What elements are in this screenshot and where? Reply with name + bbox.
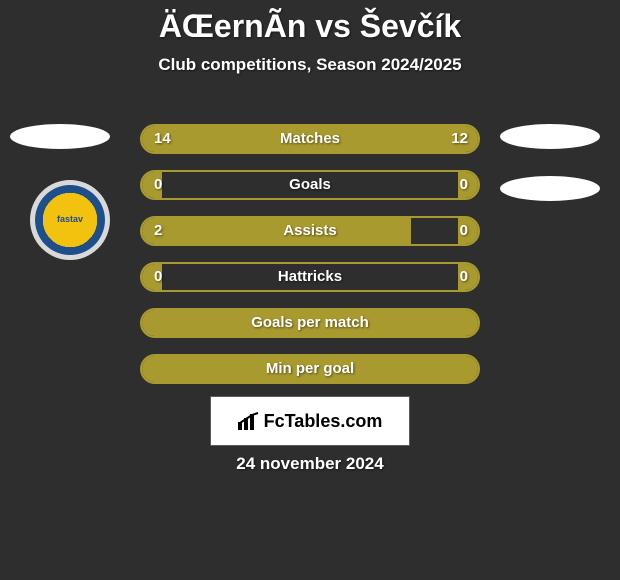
stat-row: 00Goals	[140, 170, 480, 200]
stat-label: Goals	[142, 172, 478, 198]
fctables-text: FcTables.com	[264, 411, 383, 432]
page-title: ÄŒernÃ­n vs Ševčík	[0, 0, 620, 45]
stat-label: Hattricks	[142, 264, 478, 290]
page-subtitle: Club competitions, Season 2024/2025	[0, 55, 620, 75]
stats-container: 1412Matches 00Goals 20Assists 00Hattricks Go…	[140, 124, 480, 400]
chart-icon	[238, 412, 260, 430]
stat-label: Min per goal	[142, 356, 478, 382]
stat-row: 00Hattricks	[140, 262, 480, 292]
stat-row: Goals per match	[140, 308, 480, 338]
stat-row: 1412Matches	[140, 124, 480, 154]
date-label: 24 november 2024	[0, 454, 620, 474]
stat-row: Min per goal	[140, 354, 480, 384]
club-left-badge: fastav	[30, 180, 110, 260]
club-right-badge	[500, 176, 600, 201]
stat-label: Assists	[142, 218, 478, 244]
player-right-label	[500, 124, 600, 149]
club-left-badge-inner: fastav	[35, 185, 105, 255]
player-left-label	[10, 124, 110, 149]
stat-label: Matches	[142, 126, 478, 152]
stat-label: Goals per match	[142, 310, 478, 336]
fctables-link[interactable]: FcTables.com	[210, 396, 410, 446]
stat-row: 20Assists	[140, 216, 480, 246]
